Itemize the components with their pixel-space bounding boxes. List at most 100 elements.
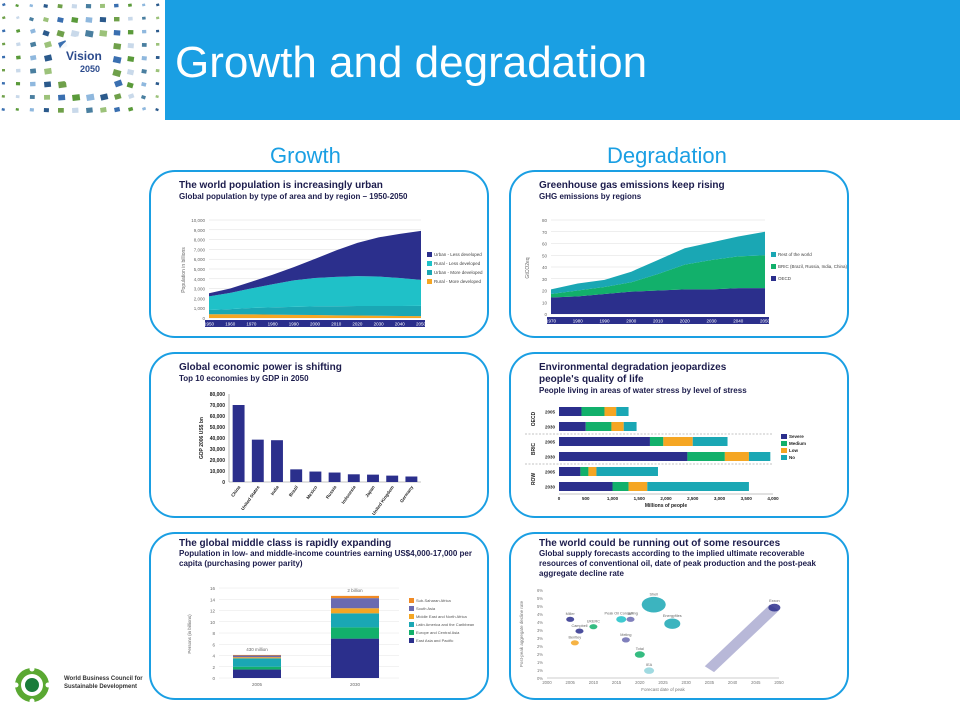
y-tick-label: 8 [212,631,215,636]
legend-label: Europe and Central Asia [416,630,460,635]
bar-segment [559,422,586,431]
mosaic-tile [114,17,120,22]
mosaic-tile [30,28,36,34]
mosaic-tile [99,17,107,23]
legend-label: Medium [789,441,806,446]
bar-segment [588,467,597,476]
legend-swatch [427,261,432,266]
x-tick-label: Russia [325,484,338,499]
panel-resources: The world could be running out of some r… [509,532,849,700]
y-tick-label: 30,000 [210,447,226,453]
gdp-bar-chart: 80,000 70,000 60,000 50,000 40,000 30,000 20,0… [199,392,421,516]
bubble [768,603,781,612]
x-tick-label: Indonesia [340,484,356,504]
y-tick-label: 10 [210,620,216,625]
bar-segment [724,452,749,461]
area-series-1 [209,305,421,317]
y-tick-label: 3% [537,628,543,633]
panel-title: The global middle class is rapidly expan… [179,538,392,549]
resources-bubble-chart: 6% 5% 5% 4% 4% 3% 3% 2% 2% 1% 1% 0% Post-peak aggreg… [519,588,784,692]
mosaic-tile [141,16,146,20]
legend-label: Rural - More developed [434,279,482,284]
mosaic-tile [72,107,79,114]
mosaic-tile [156,16,160,20]
mosaic-tile [71,17,79,24]
y-tick-label: 80 [542,218,548,223]
bar [309,471,322,482]
y-tick-label: 70,000 [210,403,226,409]
legend-swatch [427,252,432,257]
mosaic-tile [85,17,93,23]
bubble-label: Energyfiles [663,614,682,618]
mosaic-tile [56,30,65,38]
bar-segment [559,467,581,476]
bubble [634,651,645,658]
y-tick-label: 1% [537,668,543,673]
x-tick-label: 2005 [566,680,576,685]
mosaic-tile [84,30,94,38]
bar-segment [331,595,379,599]
panel-subtitle: People living in areas of water stress b… [539,386,747,395]
mosaic-tile [156,3,160,7]
y-tick-label: 70 [542,230,548,235]
bar [328,472,341,482]
mosaic-tile [113,79,123,88]
bubble [616,616,627,623]
x-tick-label: 2020 [635,680,645,685]
bar-segment [559,452,688,461]
population-area-chart: 10,000 9,000 8,000 7,000 6,000 5,000 4,000 3,00… [181,218,483,327]
y-tick-label: 1% [537,660,543,665]
y-tick-label: 12 [210,609,216,614]
mosaic-tile [15,82,21,86]
bar-segment [692,437,728,446]
bubble-label: UKERC [587,620,601,624]
bar-total-label: 430 million [246,647,268,652]
row-year-label: 2005 [545,470,556,475]
x-tick-label: 1990 [599,319,610,324]
area-series-0 [209,314,421,318]
x-tick-label: Mexico [305,485,318,501]
bubble [641,596,666,613]
mosaic-tile [42,17,49,23]
x-tick-label: Japan [364,485,376,499]
x-tick-label: 1990 [289,322,300,327]
mosaic-tile [141,55,147,61]
y-tick-label: 4,000 [194,277,206,282]
x-tick-label: United Kingdom [371,485,395,516]
mosaic-tile [57,17,64,23]
bubble-label: Total [636,647,644,651]
x-tick-label: 2030 [350,682,361,687]
x-tick-label: 4,000 [767,496,779,501]
y-tick-label: 3% [537,636,543,641]
bar-segment [748,452,771,461]
mosaic-tile [127,106,134,112]
mosaic-tile [155,108,159,112]
legend-label: Rural - Less developed [434,261,481,266]
mosaic-tile [57,3,63,9]
mosaic-tile [126,82,134,89]
y-tick-label: 80,000 [210,392,226,398]
legend-swatch [409,614,414,619]
mosaic-tile [29,4,34,8]
x-axis-label: Millions of people [645,503,687,509]
group-label: OECD [531,411,537,426]
mosaic-tile [58,108,64,113]
x-tick-label: 2030 [682,680,692,685]
y-tick-label: 60,000 [210,414,226,420]
x-tick-label: 3,000 [714,496,726,501]
mosaic-tile [29,81,36,87]
x-axis-band [547,317,769,324]
x-tick-label: 1960 [225,322,236,327]
bar-segment [331,613,379,628]
mosaic-tile [155,29,160,33]
group-label: BRIC [531,443,537,456]
panel-title: The world could be running out of some r… [539,538,781,549]
mosaic-tile [2,16,6,20]
legend-label: No [789,455,795,460]
y-axis-label: GDP 2006 US$ bn [199,417,205,459]
legend-label: Urban - More developed [434,270,483,275]
legend-swatch [771,276,776,281]
x-tick-label: 2040 [395,322,406,327]
mosaic-tile [15,4,19,8]
bubble [570,640,579,646]
